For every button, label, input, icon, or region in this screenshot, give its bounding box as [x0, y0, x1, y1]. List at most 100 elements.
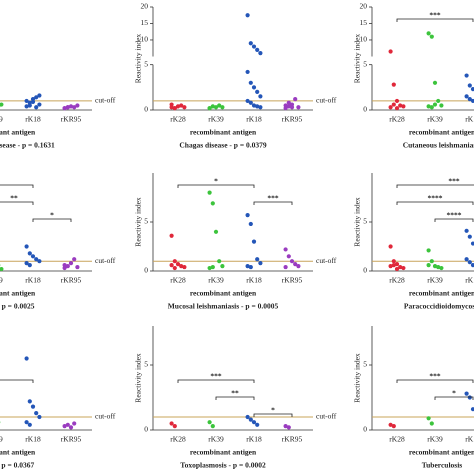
data-point — [245, 98, 250, 104]
data-point — [255, 422, 260, 427]
significance-bracket — [253, 201, 293, 205]
x-tick-label: rK18 — [465, 115, 474, 124]
data-point — [245, 213, 250, 218]
data-point — [245, 69, 250, 75]
data-point — [394, 98, 400, 104]
x-tick-label: rK18 — [465, 435, 474, 444]
data-point — [470, 263, 474, 268]
data-point — [68, 104, 74, 109]
data-point — [248, 417, 253, 422]
data-point — [296, 264, 301, 269]
data-point — [426, 31, 431, 36]
data-point — [245, 13, 250, 18]
x-axis-label: recombinant antigen — [190, 128, 257, 137]
data-point — [251, 44, 257, 49]
data-point — [75, 264, 80, 270]
x-tick-label: rK18 — [246, 276, 262, 285]
x-tick-label: rK39 — [208, 115, 224, 124]
data-point — [426, 104, 431, 109]
significance-label: *** — [267, 194, 279, 203]
y-tick-label: 5 — [144, 59, 148, 68]
data-point — [289, 259, 295, 264]
y-tick-label: 0 — [363, 425, 367, 434]
data-point — [245, 264, 250, 269]
data-point — [217, 103, 222, 108]
data-point — [286, 104, 291, 109]
data-point — [182, 264, 187, 270]
x-tick-label: rK39 — [427, 276, 443, 285]
data-point — [255, 104, 260, 109]
data-point — [394, 106, 400, 111]
significance-bracket — [434, 396, 474, 400]
significance-bracket — [32, 218, 72, 222]
data-point — [429, 105, 434, 110]
data-point — [436, 264, 441, 270]
y-tick-label: 0 — [144, 105, 148, 114]
data-point — [470, 407, 474, 412]
data-point — [470, 241, 474, 246]
significance-bracket — [396, 18, 474, 22]
data-point — [429, 34, 434, 39]
data-point — [27, 103, 32, 108]
x-axis-label: recombinant antigen — [0, 289, 36, 298]
x-tick-label: rKR95 — [61, 115, 82, 124]
data-point — [248, 100, 253, 105]
data-point — [27, 263, 32, 268]
data-point — [27, 422, 32, 427]
data-point — [213, 229, 219, 234]
x-tick-label: rKR95 — [282, 276, 303, 285]
significance-bracket — [0, 379, 34, 383]
data-point — [179, 103, 184, 108]
data-point — [37, 414, 42, 420]
x-tick-label: rK28 — [170, 276, 186, 285]
data-point — [289, 105, 295, 110]
data-point — [37, 102, 42, 107]
data-point — [398, 103, 403, 108]
panel-title: Syphilis - p = 0.0367 — [0, 461, 34, 470]
data-point — [75, 103, 80, 108]
data-point — [27, 251, 32, 256]
data-point — [30, 254, 36, 259]
panel-title: Mucosal leishmaniasis - p = 0.0005 — [168, 302, 279, 311]
data-point — [27, 399, 32, 404]
data-point — [65, 422, 70, 427]
data-point — [175, 262, 181, 267]
significance-bracket — [177, 184, 255, 188]
data-point — [62, 424, 67, 429]
data-point — [210, 104, 215, 109]
data-point — [255, 257, 260, 262]
significance-bracket — [434, 218, 474, 222]
x-tick-label: rK39 — [0, 276, 3, 285]
y-tick-label: 15 — [360, 18, 368, 27]
y-tick-label: 5 — [144, 360, 148, 369]
data-point — [439, 265, 444, 271]
x-tick-label: rK28 — [389, 115, 405, 124]
data-point — [255, 47, 260, 52]
data-point — [388, 264, 393, 269]
x-axis-label: recombinant antigen — [409, 289, 474, 298]
cutoff-label: cut-off — [316, 412, 337, 421]
data-point — [210, 264, 215, 270]
cutoff-label: cut-off — [316, 256, 337, 265]
data-point — [34, 95, 39, 100]
significance-label: *** — [429, 372, 441, 381]
data-point — [467, 234, 472, 239]
significance-label: * — [271, 406, 275, 415]
data-point — [391, 259, 396, 264]
x-tick-label: rK39 — [0, 115, 3, 124]
data-point — [72, 421, 77, 426]
significance-bracket — [396, 184, 474, 188]
data-point — [68, 261, 74, 266]
x-axis-label: recombinant antigen — [409, 448, 474, 457]
data-point — [283, 247, 288, 252]
data-point — [34, 257, 39, 262]
data-point — [62, 106, 67, 111]
data-point — [391, 263, 396, 268]
data-point — [286, 425, 291, 430]
x-tick-label: rK39 — [0, 435, 3, 444]
data-point — [65, 264, 70, 269]
data-point — [34, 105, 39, 110]
data-point — [258, 51, 263, 56]
x-axis-label: recombinant antigen — [190, 448, 257, 457]
